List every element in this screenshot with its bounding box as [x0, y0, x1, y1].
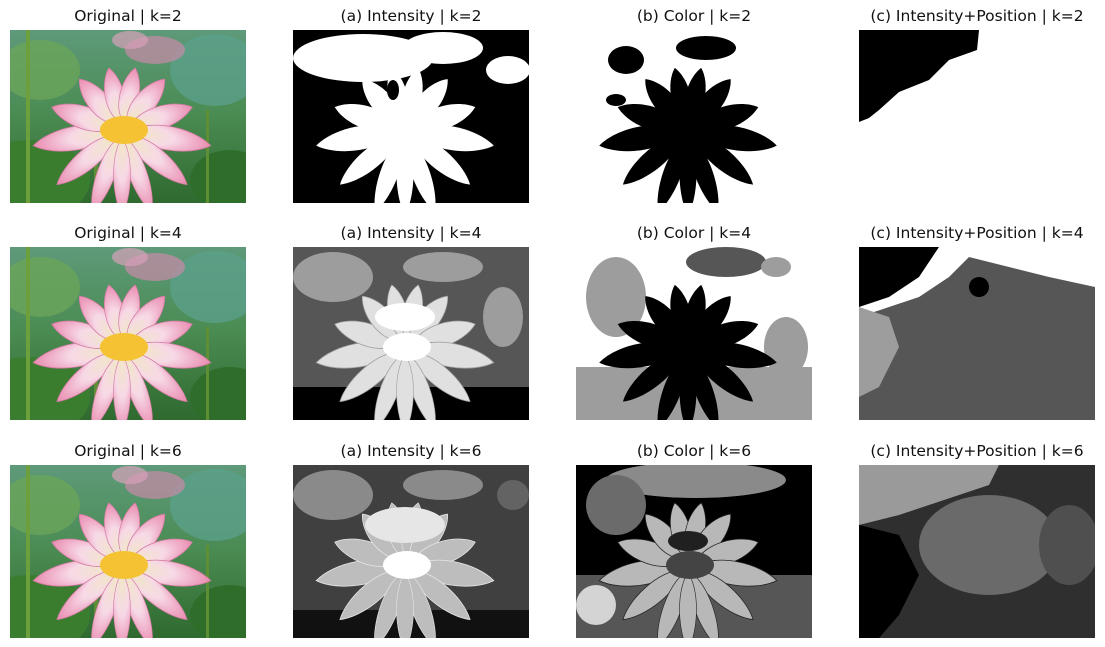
lotus-photo — [10, 30, 246, 203]
panel-color-k6: (b) Color | k=6 — [576, 441, 812, 638]
panel-title: (a) Intensity | k=4 — [340, 224, 482, 242]
panel-color-k2: (b) Color | k=2 — [576, 6, 812, 203]
panel-original-k4: Original | k=4 — [10, 223, 246, 420]
panel-title: (b) Color | k=6 — [636, 442, 752, 460]
segmentation-mask — [859, 247, 1095, 420]
segmentation-mask — [293, 465, 529, 638]
panel-title: (c) Intensity+Position | k=6 — [870, 442, 1084, 460]
panel-title: Original | k=2 — [74, 7, 182, 25]
panel-title: (a) Intensity | k=6 — [340, 442, 482, 460]
panel-title: (b) Color | k=4 — [636, 224, 752, 242]
panel-color-k4: (b) Color | k=4 — [576, 223, 812, 420]
segmentation-mask — [576, 247, 812, 420]
segmentation-mask — [576, 30, 812, 203]
panel-intensity-k2: (a) Intensity | k=2 — [293, 6, 529, 203]
panel-original-k6: Original | k=6 — [10, 441, 246, 638]
panel-intensity-k4: (a) Intensity | k=4 — [293, 223, 529, 420]
panel-title: (c) Intensity+Position | k=2 — [870, 7, 1084, 25]
panel-title: (a) Intensity | k=2 — [340, 7, 482, 25]
segmentation-mask — [293, 30, 529, 203]
panel-title: Original | k=6 — [74, 442, 182, 460]
segmentation-mask — [859, 30, 1095, 203]
lotus-photo — [10, 247, 246, 420]
panel-title: (b) Color | k=2 — [636, 7, 752, 25]
panel-title: Original | k=4 — [74, 224, 182, 242]
panel-position-k2: (c) Intensity+Position | k=2 — [859, 6, 1095, 203]
panel-position-k6: (c) Intensity+Position | k=6 — [859, 441, 1095, 638]
lotus-photo — [10, 465, 246, 638]
panel-original-k2: Original | k=2 — [10, 6, 246, 203]
panel-title: (c) Intensity+Position | k=4 — [870, 224, 1084, 242]
panel-intensity-k6: (a) Intensity | k=6 — [293, 441, 529, 638]
segmentation-mask — [859, 465, 1095, 638]
panel-position-k4: (c) Intensity+Position | k=4 — [859, 223, 1095, 420]
segmentation-mask — [293, 247, 529, 420]
segmentation-mask — [576, 465, 812, 638]
